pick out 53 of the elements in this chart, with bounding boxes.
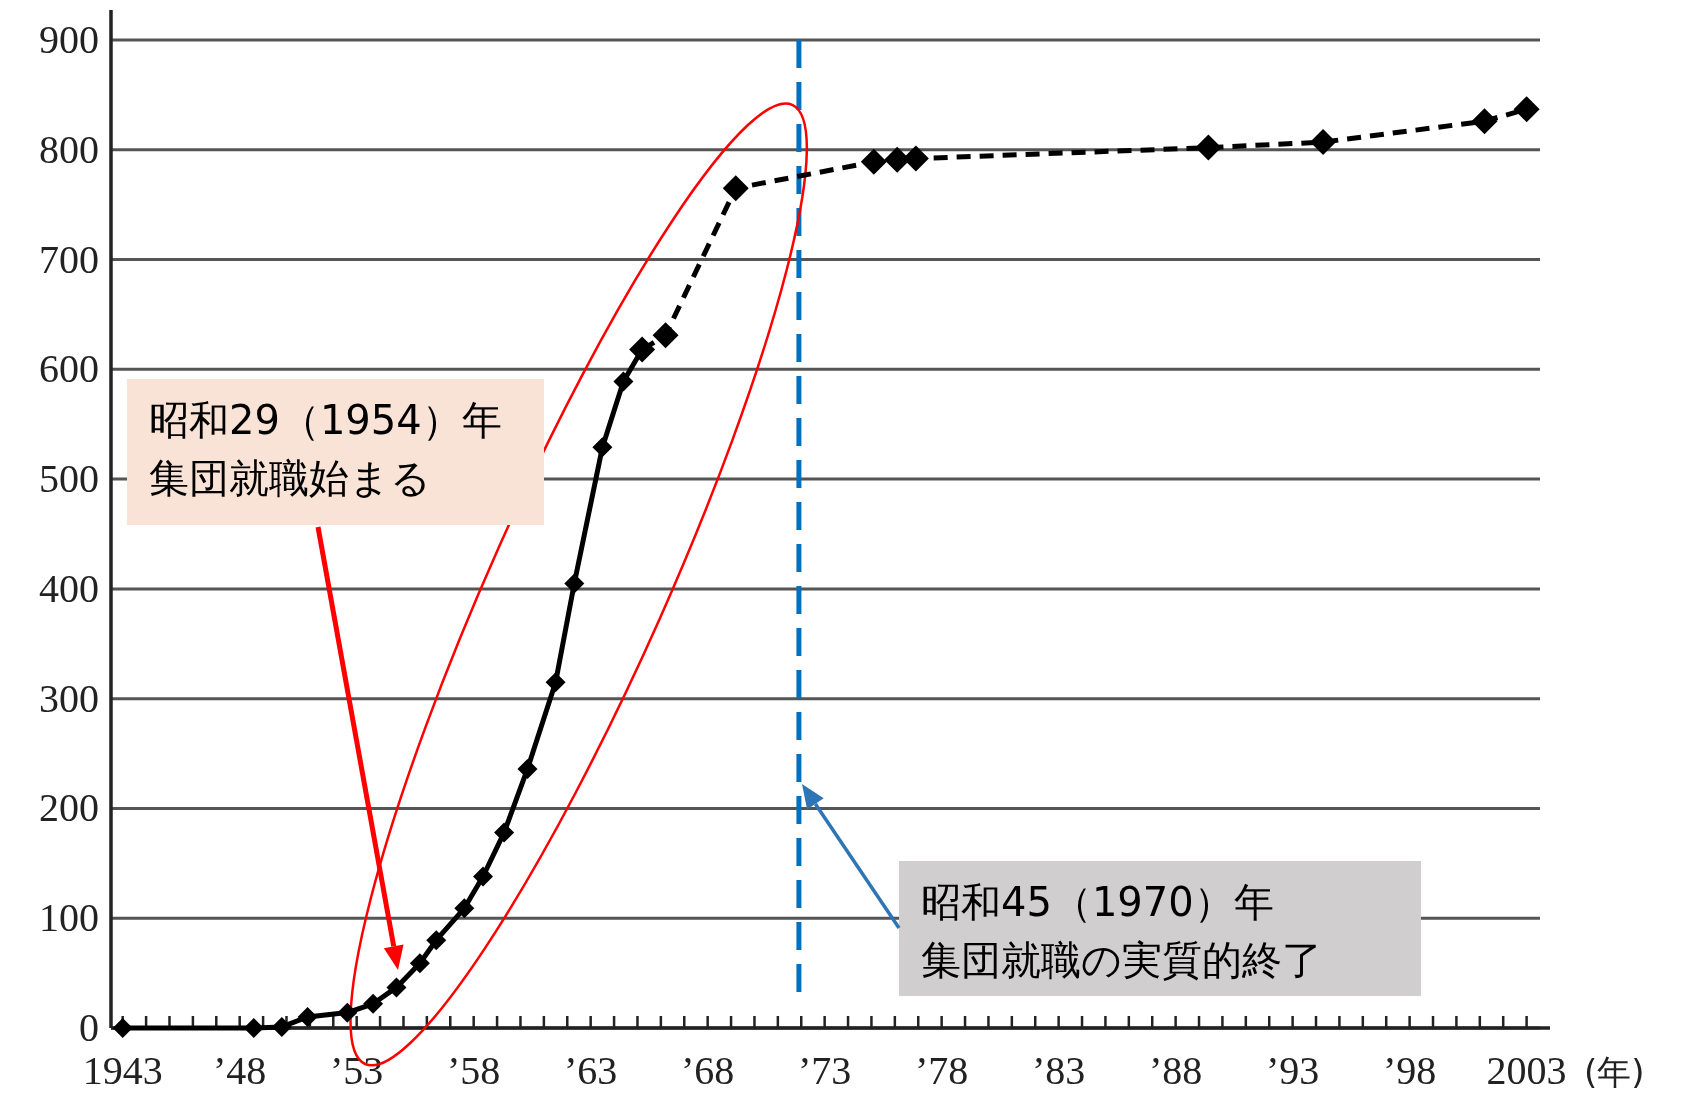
x-tick-label: ’53 bbox=[330, 1048, 384, 1093]
x-axis-title: (年) bbox=[1584, 1052, 1645, 1092]
point bbox=[454, 898, 475, 919]
annotation: 昭和29（1954）年 bbox=[149, 397, 502, 443]
point bbox=[112, 1018, 133, 1038]
point bbox=[902, 145, 929, 172]
x-tick-label: 2003 bbox=[1486, 1048, 1567, 1093]
point bbox=[271, 1016, 292, 1037]
point bbox=[1195, 134, 1222, 161]
y-tick-label: 900 bbox=[39, 17, 99, 62]
point bbox=[297, 1007, 318, 1028]
y-tick-label: 200 bbox=[39, 785, 99, 831]
y-tick-label: 500 bbox=[39, 456, 99, 502]
x-tick-label: 1943 bbox=[82, 1048, 163, 1093]
y-tick-label: 300 bbox=[39, 675, 99, 721]
x-tick-label: ’58 bbox=[447, 1048, 501, 1093]
x-tick-label: ’88 bbox=[1148, 1048, 1203, 1093]
point bbox=[860, 148, 887, 175]
point bbox=[722, 175, 749, 202]
point bbox=[243, 1018, 264, 1038]
y-tick-label: 600 bbox=[39, 346, 99, 392]
x-tick-label: ’48 bbox=[213, 1048, 267, 1093]
y-tick-label: 800 bbox=[39, 126, 99, 172]
y-tick-label: 100 bbox=[39, 895, 99, 941]
x-tick-label: ’68 bbox=[680, 1048, 735, 1093]
x-tick-label: ’63 bbox=[564, 1048, 618, 1093]
annotation: 集団就職の実質的終了 bbox=[921, 937, 1322, 983]
x-tick-label: ’83 bbox=[1031, 1048, 1086, 1093]
point bbox=[1471, 108, 1498, 135]
y-tick-label: 700 bbox=[39, 236, 99, 282]
point bbox=[652, 322, 679, 349]
annotation: 集団就職始まる bbox=[149, 455, 431, 501]
point bbox=[564, 573, 585, 594]
point bbox=[494, 822, 515, 843]
x-tick-label: ’93 bbox=[1265, 1048, 1320, 1093]
y-tick-label: 0 bbox=[79, 1005, 99, 1050]
x-tick-label: ’78 bbox=[914, 1048, 969, 1093]
y-tick-label: 400 bbox=[39, 565, 99, 611]
point bbox=[473, 866, 494, 887]
point bbox=[613, 371, 634, 392]
point bbox=[592, 437, 613, 458]
point bbox=[409, 953, 430, 974]
point bbox=[1513, 96, 1540, 123]
point bbox=[337, 1002, 358, 1023]
point bbox=[386, 977, 407, 998]
point bbox=[517, 758, 538, 779]
point bbox=[1310, 129, 1337, 156]
point bbox=[545, 672, 566, 693]
point bbox=[426, 930, 447, 951]
x-tick-label: ’73 bbox=[797, 1048, 852, 1093]
point bbox=[363, 993, 384, 1014]
x-tick-label: ’98 bbox=[1382, 1048, 1437, 1093]
annotation: 昭和45（1970）年 bbox=[921, 879, 1274, 925]
